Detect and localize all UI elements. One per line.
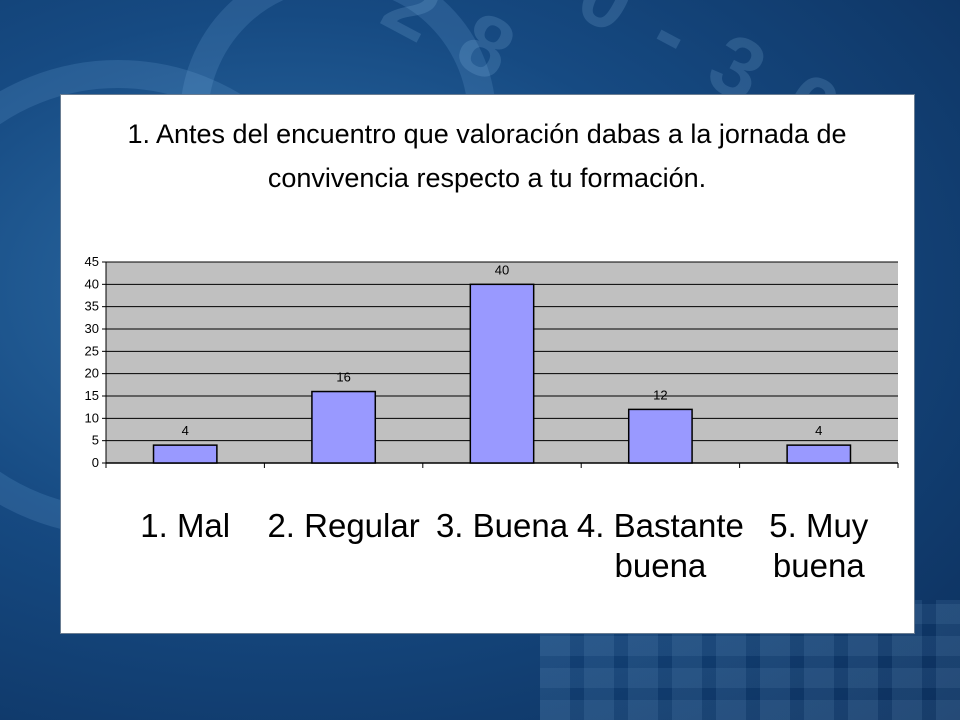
x-category-label: 1. Mal: [140, 507, 230, 544]
x-category-label: 2. Regular: [267, 507, 419, 544]
bar: [469, 283, 535, 464]
y-tick-label: 10: [85, 410, 99, 425]
x-category-label: 3. Buena: [436, 507, 569, 544]
x-axis: [105, 462, 899, 468]
bar-value-label: 40: [495, 262, 509, 277]
y-tick-label: 0: [92, 455, 99, 470]
y-tick-label: 20: [85, 366, 99, 381]
bar: [152, 444, 218, 464]
y-tick-label: 40: [85, 276, 99, 291]
bars: [152, 283, 852, 464]
bar-value-label: 4: [182, 423, 189, 438]
bar-value-label: 4: [815, 423, 822, 438]
y-tick-label: 25: [85, 343, 99, 358]
y-axis: 0 5 10 15 20 25 30 35 40 45: [85, 254, 107, 470]
chart-title: 1. Antes del encuentro que valoración da…: [127, 119, 846, 193]
category-labels: 1. Mal 2. Regular 3. Buena 4. Bastantebuena…: [140, 507, 869, 584]
x-category-label: 4. Bastante: [577, 507, 744, 544]
x-category-label: buena: [615, 547, 707, 584]
bar-value-label: 16: [336, 370, 350, 385]
bar-chart: 1. Antes del encuentro que valoración da…: [85, 119, 899, 584]
bar-value-label: 12: [653, 387, 667, 402]
x-category-label: buena: [773, 547, 865, 584]
chart-title-line-2: convivencia respecto a tu formación.: [268, 163, 706, 193]
data-labels: 4 16 40 12 4: [182, 262, 823, 438]
y-tick-label: 30: [85, 321, 99, 336]
x-category-label: 5. Muy: [769, 507, 869, 544]
bar: [786, 444, 852, 464]
y-tick-label: 35: [85, 299, 99, 314]
y-tick-label: 15: [85, 388, 99, 403]
y-tick-label: 5: [92, 433, 99, 448]
bar: [311, 390, 377, 464]
bar: [627, 408, 693, 464]
chart-title-line-1: 1. Antes del encuentro que valoración da…: [127, 119, 846, 149]
chart-panel: 1. Antes del encuentro que valoración da…: [60, 94, 915, 634]
y-tick-label: 45: [85, 254, 99, 269]
